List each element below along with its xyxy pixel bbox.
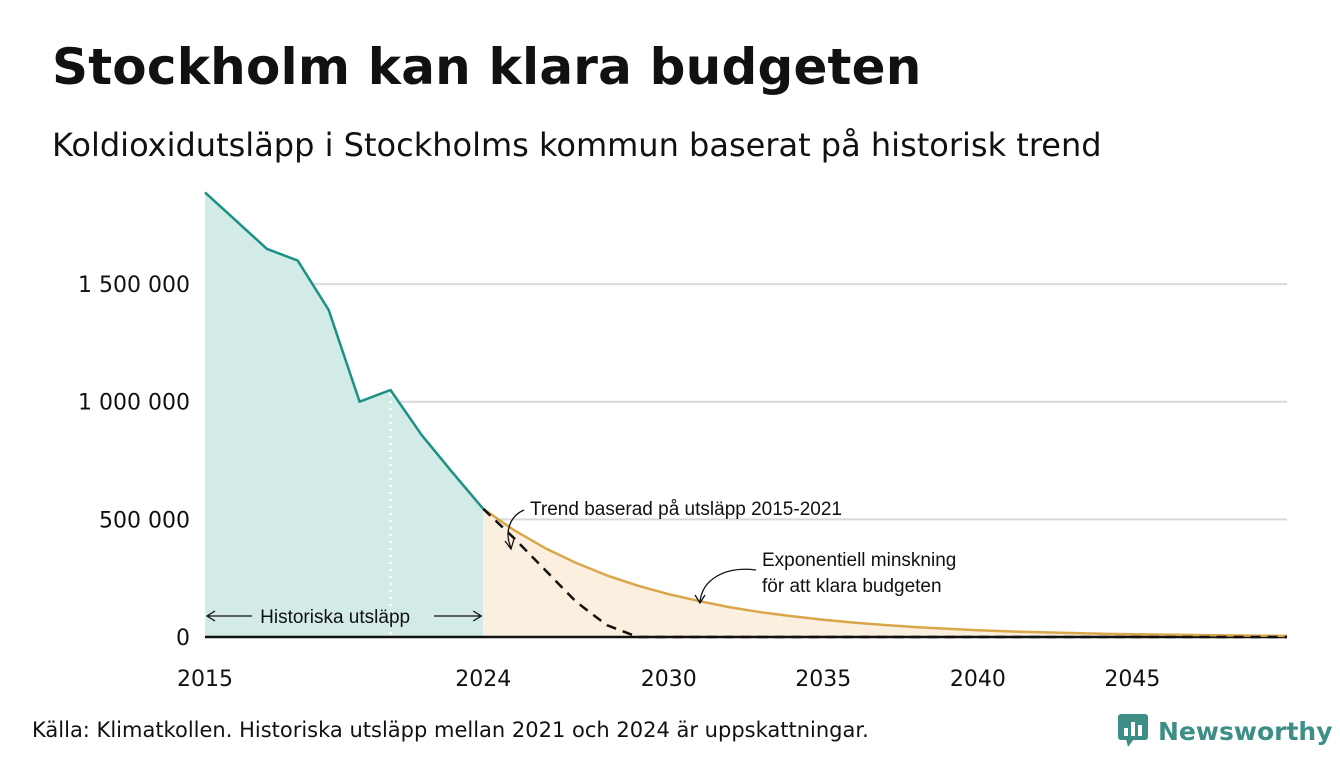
annotation-historical: Historiska utsläpp [260,607,410,628]
annotation-trend: Trend baserad på utsläpp 2015-2021 [530,499,842,520]
logo-text: Newsworthy [1158,716,1333,746]
area-layer [205,192,1287,637]
chart-title: Stockholm kan klara budgeten [52,38,922,96]
historical-arrowhead-left [205,610,216,622]
y-tick-label: 500 000 [99,508,190,533]
y-tick-label: 1 500 000 [78,273,190,298]
budget-area [483,508,1287,637]
newsworthy-logo[interactable]: Newsworthy [1118,714,1333,748]
budget-arrow [699,568,757,603]
axis-layer: 0 500 000 1 000 000 1 500 000 2015 2024 2030 20… [78,273,1160,692]
historical-line [204,191,485,510]
annotation-budget-line2: för att klara budgeten [762,576,942,597]
budget-arrowhead [694,594,706,605]
x-tick-label: 2015 [177,667,233,692]
annotation-budget-line1: Exponentiell minskning [762,550,956,571]
historical-arrowhead-right [472,610,483,622]
emissions-chart: 0 500 000 1 000 000 1 500 000 2015 2024 2030 20… [78,191,1288,692]
source-note: Källa: Klimatkollen. Historiska utsläpp … [32,718,869,742]
historical-area [205,192,484,637]
y-tick-label: 0 [176,626,190,651]
line-layer [204,191,1288,639]
x-tick-label: 2045 [1104,667,1160,692]
x-tick-label: 2024 [455,667,511,692]
x-tick-label: 2040 [950,667,1006,692]
newsworthy-logo-icon [1118,714,1148,747]
x-tick-label: 2030 [641,667,697,692]
trend-arrowhead [504,538,515,551]
trend-line [482,507,1287,639]
trend-arrow [507,509,525,549]
chart-subtitle: Koldioxidutsläpp i Stockholms kommun bas… [52,126,1102,164]
budget-line [482,507,1288,638]
x-tick-label: 2035 [795,667,851,692]
annotation-layer: Historiska utsläpp Trend baserad på utsl… [205,499,956,628]
y-tick-label: 1 000 000 [78,391,190,416]
